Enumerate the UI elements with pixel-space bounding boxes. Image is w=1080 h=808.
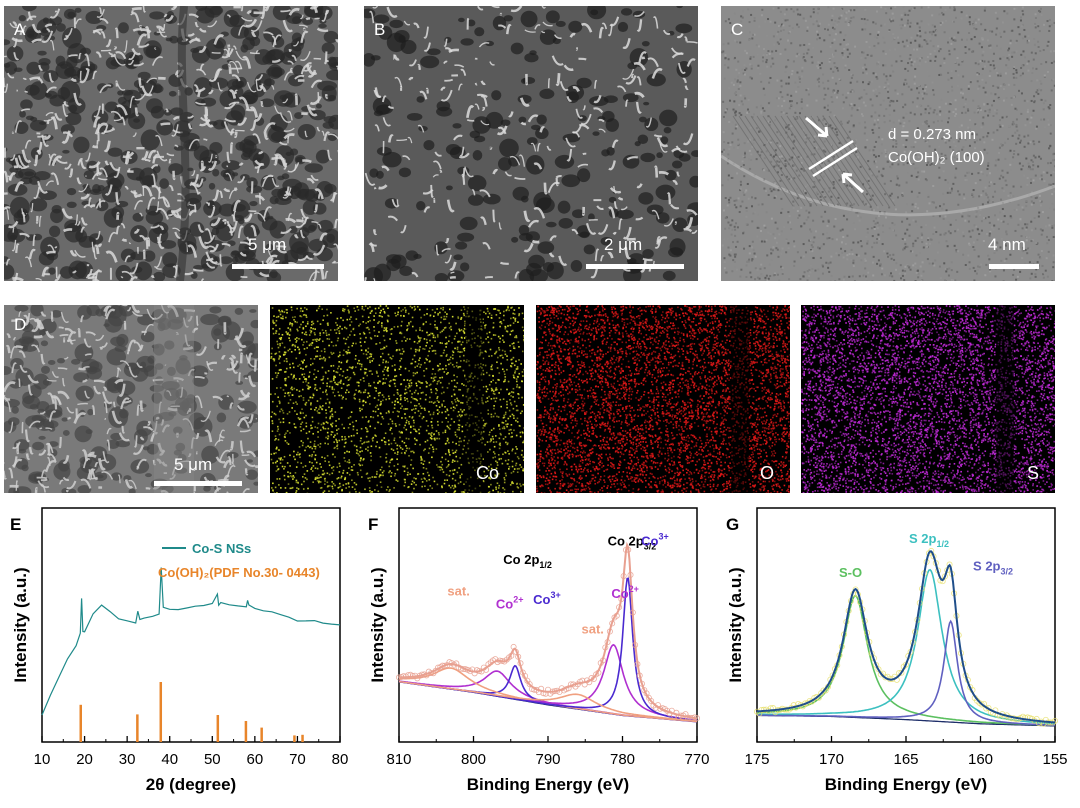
data-point <box>400 673 407 680</box>
x-tick-label: 165 <box>893 751 918 768</box>
x-tick-label: 175 <box>744 751 769 768</box>
x-tick-label: 810 <box>386 751 411 768</box>
eds-dots-co <box>270 305 524 493</box>
envelope-line <box>756 550 1056 724</box>
x-tick-label: 780 <box>610 751 635 768</box>
sem-image-d <box>4 305 258 493</box>
peak-annotation: sat. <box>447 584 469 599</box>
tem-panel-c: C d = 0.273 nm Co(OH)₂ (100) 4 nm <box>721 6 1055 281</box>
peak-annotation: Co3+ <box>533 590 561 607</box>
peak-component <box>398 680 698 722</box>
x-tick-label: 70 <box>289 751 306 768</box>
peak-annotation: S-O <box>839 565 862 580</box>
x-tick-label: 770 <box>684 751 709 768</box>
eds-dots-s <box>801 305 1055 493</box>
x-axis-label: Binding Energy (eV) <box>467 775 629 794</box>
lattice-line <box>808 139 854 171</box>
x-tick-label: 80 <box>332 751 349 768</box>
peak-annotation: Co 2p3/2 <box>608 533 657 551</box>
sem-panel-d: D 5 μm <box>4 305 258 493</box>
eds-dots-o <box>536 305 790 493</box>
data-point <box>875 666 882 673</box>
scale-bar-b <box>586 264 684 269</box>
peak-annotation: sat. <box>582 622 604 637</box>
scale-bar-label-c: 4 nm <box>988 235 1026 254</box>
panel-label-c: C <box>731 20 744 39</box>
x-axis-label: 2θ (degree) <box>146 775 236 794</box>
arrow-icon <box>841 172 865 194</box>
scale-bar-a <box>232 264 324 269</box>
plot-frame <box>41 507 341 743</box>
data-point <box>1052 717 1059 724</box>
element-label-co: Co <box>476 463 500 483</box>
lattice-plane-label: Co(OH)₂ (100) <box>888 149 985 166</box>
x-axis-label: Binding Energy (eV) <box>825 775 987 794</box>
peak-annotation: S 2p3/2 <box>973 559 1013 577</box>
eds-map-co: Co <box>270 305 524 493</box>
panel-label-d: D <box>14 315 27 334</box>
x-tick-label: 40 <box>161 751 178 768</box>
peak-component <box>757 619 1056 727</box>
data-point <box>1022 714 1029 721</box>
data-point <box>820 687 827 694</box>
element-label-o: O <box>760 463 775 483</box>
x-tick-label: 60 <box>247 751 264 768</box>
element-label-s: S <box>1027 463 1040 483</box>
series-line-co-s-nss <box>41 567 341 716</box>
sem-image-a <box>4 6 338 281</box>
data-point <box>526 681 533 688</box>
legend-entry: Co-S NSs <box>192 541 251 556</box>
legend-entry: Co(OH)₂(PDF No.30- 0443) <box>158 565 320 580</box>
panel-label-b: B <box>374 20 386 39</box>
x-tick-label: 10 <box>34 751 51 768</box>
lattice-spacing-label: d = 0.273 nm <box>888 126 976 143</box>
peak-annotation: Co2+ <box>496 594 524 611</box>
sem-panel-b: B 2 μm <box>364 6 698 281</box>
x-tick-label: 170 <box>819 751 844 768</box>
peak-component <box>398 643 698 722</box>
peak-component <box>757 568 1056 725</box>
data-point <box>898 669 905 676</box>
scale-bar-label-d: 5 μm <box>174 455 213 474</box>
sem-image-b <box>364 6 698 281</box>
data-point <box>648 697 655 704</box>
x-tick-label: 20 <box>76 751 93 768</box>
envelope-line <box>399 541 698 720</box>
panel-label-e: E <box>10 515 21 534</box>
y-axis-label: Intensity (a.u.) <box>11 567 30 682</box>
peak-annotation: Co2+ <box>611 584 639 601</box>
panel-label-a: A <box>14 20 26 39</box>
x-tick-label: 790 <box>535 751 560 768</box>
sem-panel-a: A 5 μm <box>4 6 338 281</box>
x-tick-label: 800 <box>461 751 486 768</box>
chart-g: G 175 170 165 160 155 Binding Energy (eV) Inten… <box>726 507 1068 794</box>
chart-f: F 810 800 790 780 770 Binding Energy (eV) Inten… <box>368 507 710 794</box>
lattice-line <box>812 146 858 178</box>
peak-annotation: Co 2p1/2 <box>503 552 552 570</box>
x-tick-label: 160 <box>968 751 993 768</box>
data-point <box>852 586 859 593</box>
peak-annotation: S 2p1/2 <box>909 531 949 549</box>
scale-bar-d <box>154 481 242 486</box>
x-tick-label: 30 <box>119 751 136 768</box>
scale-bar-label-a: 5 μm <box>248 235 287 254</box>
y-axis-label: Intensity (a.u.) <box>368 567 387 682</box>
data-point <box>928 547 935 554</box>
eds-map-o: O <box>536 305 790 493</box>
tem-image-c <box>721 6 1055 281</box>
peak-annotation: Co3+ <box>641 531 669 548</box>
panel-label-f: F <box>368 515 378 534</box>
eds-map-s: S <box>801 305 1055 493</box>
arrow-icon <box>805 116 829 138</box>
x-tick-label: 155 <box>1042 751 1067 768</box>
scale-bar-label-b: 2 μm <box>604 235 643 254</box>
y-axis-label: Intensity (a.u.) <box>726 567 745 682</box>
data-point <box>978 701 985 708</box>
panel-label-g: G <box>726 515 739 534</box>
chart-e: E 10 20 30 40 50 60 70 80 2θ (degree) Intensity (a… <box>10 507 349 794</box>
x-tick-label: 50 <box>204 751 221 768</box>
peak-component <box>398 670 698 723</box>
scale-bar-c <box>989 264 1039 269</box>
